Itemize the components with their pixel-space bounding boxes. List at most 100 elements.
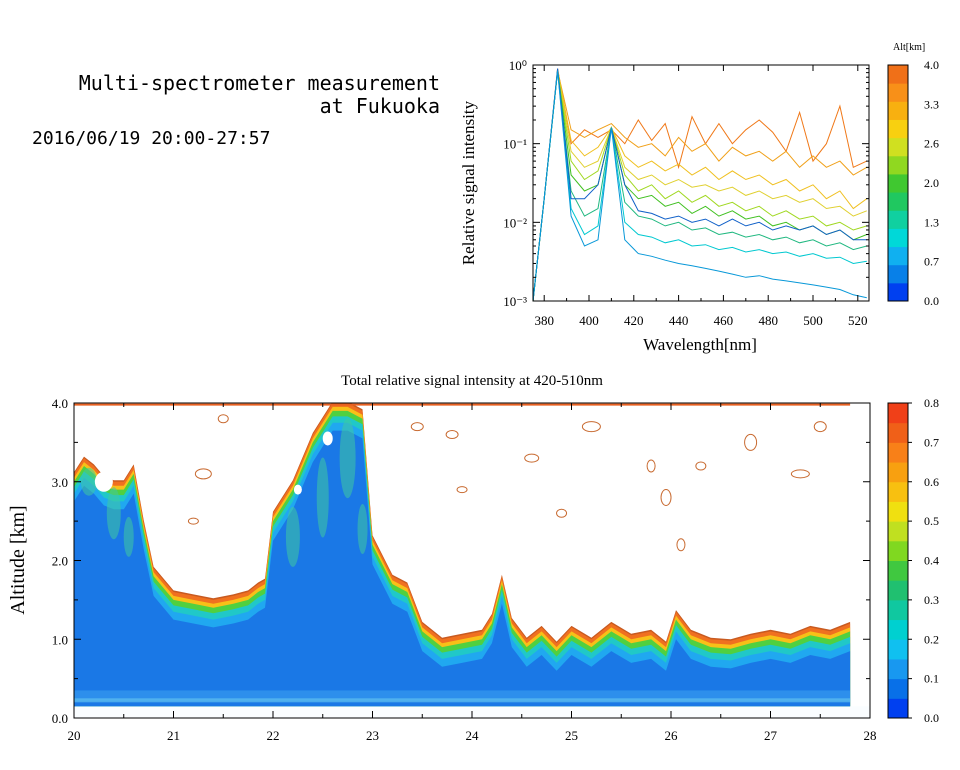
intensity-colorbar-cell	[888, 481, 908, 502]
intensity-colorbar-cell	[888, 619, 908, 640]
spectrum-x-ticks: 380 400 420 440 460 480 500 520	[534, 65, 868, 328]
intensity-colorbar-tick-label: 0.7	[924, 435, 939, 449]
intensity-colorbar-cell	[888, 403, 908, 424]
altitude-colorbar-tick-label: 1.3	[924, 215, 939, 229]
heatmap-x-tick-label: 28	[864, 728, 877, 743]
altitude-colorbar-cell	[888, 119, 908, 139]
altitude-colorbar-tick-label: 0.7	[924, 255, 939, 269]
altitude-colorbar-cell	[888, 83, 908, 102]
heatmap-low-stripe	[74, 690, 851, 701]
heatmap-cloud-blob	[106, 487, 121, 540]
intensity-colorbar-ticks: 0.0 0.1 0.2 0.3 0.4 0.5 0.6 0.7 0.8	[908, 396, 939, 725]
heatmap-y-ticks: 0.0 1.0 2.0 3.0 4.0	[52, 396, 870, 726]
intensity-colorbar-cells	[888, 403, 908, 719]
altitude-colorbar-cell	[888, 101, 908, 120]
intensity-colorbar-cell	[888, 678, 908, 699]
heatmap-clear-gap	[94, 471, 113, 492]
spectrum-series-line	[533, 70, 868, 301]
title-line1: Multi-spectrometer measurement	[78, 71, 440, 95]
heatmap-title: Total relative signal intensity at 420-5…	[341, 373, 603, 389]
heatmap-contour-ring	[456, 486, 468, 494]
heatmap-low-stripe	[74, 698, 851, 703]
heatmap-x-tick-label: 24	[466, 728, 480, 743]
heatmap-contour-ring	[695, 461, 707, 471]
altitude-colorbar-ticks: 0.0 0.7 1.3 2.0 2.6 3.3 4.0	[924, 58, 939, 308]
spectrum-x-tick-label: 500	[803, 313, 823, 328]
heatmap-cloud-blob	[123, 516, 134, 557]
spectrum-series-group	[533, 68, 868, 301]
intensity-colorbar-cell	[888, 698, 908, 719]
intensity-colorbar-tick-label: 0.0	[924, 711, 939, 725]
heatmap-x-tick-label: 26	[665, 728, 679, 743]
spectrum-y-tick-label: 10⁰	[509, 58, 527, 73]
spectrum-x-tick-label: 480	[758, 313, 778, 328]
altitude-colorbar-cell	[888, 282, 908, 302]
intensity-colorbar-cell	[888, 501, 908, 522]
spectrum-x-tick-label: 380	[534, 313, 554, 328]
altitude-colorbar-cell	[888, 173, 908, 193]
heatmap-contour-ring	[744, 433, 758, 451]
heatmap-y-label: Altitude [km]	[7, 505, 29, 614]
spectrum-y-tick-label: 10⁻³	[503, 294, 527, 309]
intensity-colorbar-cell	[888, 422, 908, 443]
intensity-colorbar-cell	[888, 540, 908, 561]
spectrum-x-tick-label: 400	[579, 313, 599, 328]
intensity-colorbar-tick-label: 0.5	[924, 514, 939, 528]
heatmap-y-tick-label: 2.0	[52, 554, 68, 569]
heatmap-y-tick-label: 4.0	[52, 396, 68, 411]
altitude-colorbar-tick-label: 3.3	[924, 97, 939, 111]
intensity-colorbar-tick-label: 0.3	[924, 593, 939, 607]
spectrum-y-tick-label: 10⁻¹	[503, 137, 527, 152]
heatmap-cloud-blob	[285, 506, 300, 567]
spectrum-plot-frame	[532, 64, 870, 302]
spectrum-x-tick-label: 460	[714, 313, 734, 328]
heatmap-contour-ring	[790, 469, 810, 479]
heatmap-chart: Total relative signal intensity at 420-5…	[7, 373, 939, 743]
heatmap-contour-ring	[660, 489, 672, 506]
heatmap-x-tick-label: 21	[167, 728, 180, 743]
altitude-colorbar-cell	[888, 246, 908, 266]
title-line2: at Fukuoka	[319, 94, 440, 118]
altitude-colorbar-frame	[887, 64, 909, 302]
spectrum-series-line	[533, 70, 867, 301]
spectrum-x-tick-label: 440	[669, 313, 689, 328]
intensity-colorbar-tick-label: 0.6	[924, 475, 939, 489]
spectrum-chart: 380 400 420 440 460 480 500 520 10⁻³ 10⁻² 10⁻¹ 10⁰…	[459, 42, 939, 354]
spectrum-series-line	[533, 70, 868, 301]
spectrum-x-label: Wavelength[nm]	[643, 335, 757, 354]
intensity-colorbar-cell	[888, 560, 908, 581]
altitude-colorbar-cell	[888, 192, 908, 211]
heatmap-x-tick-label: 27	[764, 728, 778, 743]
altitude-colorbar-label: Alt[km]	[893, 42, 925, 53]
spectrum-x-tick-label: 420	[624, 313, 644, 328]
heatmap-contour-ring	[556, 508, 568, 518]
altitude-colorbar-cell	[888, 155, 908, 175]
heatmap-contour-ring	[646, 459, 656, 473]
date-range: 2016/06/19 20:00-27:57	[32, 128, 271, 149]
heatmap-contour-ring	[187, 517, 199, 525]
heatmap-cloud-blob	[339, 418, 356, 499]
intensity-colorbar: 0.0 0.1 0.2 0.3 0.4 0.5 0.6 0.7 0.8	[887, 396, 939, 725]
spectrum-series-line	[533, 70, 867, 301]
heatmap-y-tick-label: 0.0	[52, 711, 68, 726]
intensity-colorbar-cell	[888, 442, 908, 463]
heatmap-contour-ring	[217, 414, 229, 424]
spectrum-x-tick-label: 520	[848, 313, 868, 328]
altitude-colorbar-tick-label: 0.0	[924, 294, 939, 308]
heatmap-cloud-blob	[80, 467, 97, 496]
heatmap-clear-gap	[322, 431, 333, 446]
heatmap-contour-ring	[410, 422, 424, 432]
heatmap-y-tick-label: 1.0	[52, 632, 68, 647]
heatmap-band-blue	[74, 430, 851, 707]
heatmap-bands	[74, 403, 851, 707]
heatmap-y-tick-label: 3.0	[52, 475, 68, 490]
spectrum-series-line	[533, 70, 867, 301]
altitude-colorbar: Alt[km] 0.0 0.7 1.3 2.0 2.6 3.3 4.0	[887, 42, 939, 308]
spectrum-series-line	[533, 70, 867, 301]
heatmap-contour-ring	[524, 453, 540, 463]
heatmap-contour-ring	[813, 421, 827, 433]
intensity-colorbar-tick-label: 0.1	[924, 672, 939, 686]
altitude-colorbar-cell	[888, 228, 908, 248]
spectrum-series-line	[533, 70, 867, 301]
altitude-colorbar-tick-label: 4.0	[924, 58, 939, 72]
